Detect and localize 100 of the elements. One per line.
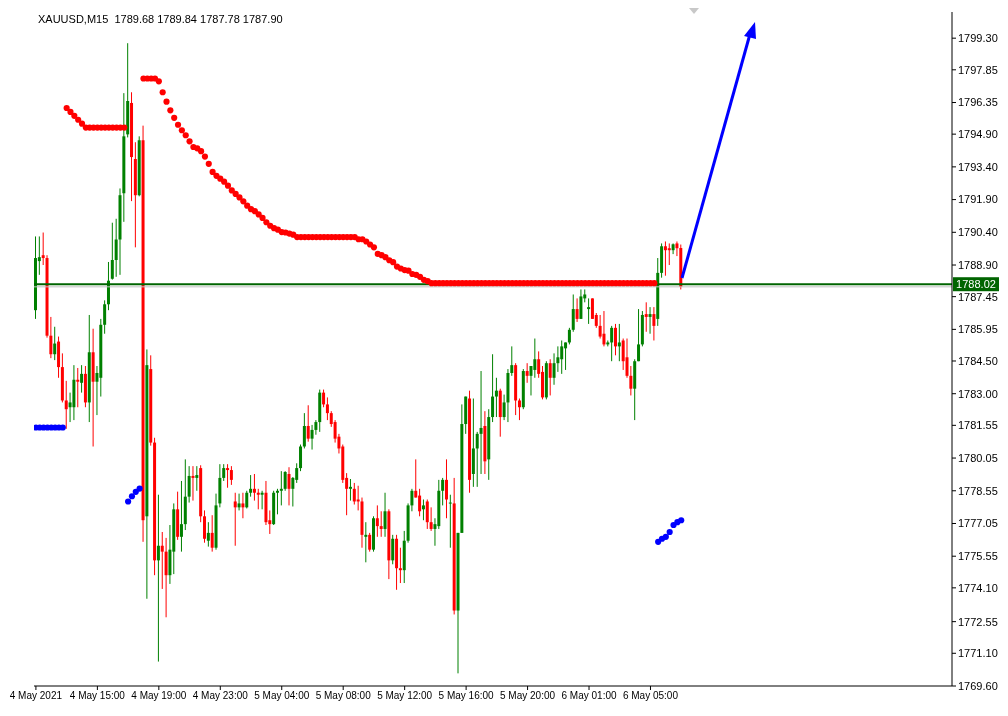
y-tick-label: 1772.55 bbox=[958, 615, 998, 628]
candlestick bbox=[310, 424, 314, 451]
candlestick bbox=[418, 488, 422, 517]
candlestick bbox=[325, 396, 329, 421]
candlestick bbox=[491, 353, 495, 423]
candlestick bbox=[233, 492, 237, 547]
candlestick bbox=[602, 310, 606, 347]
y-tick-label: 1769.60 bbox=[958, 679, 998, 692]
candlestick bbox=[587, 297, 591, 325]
candlestick bbox=[548, 358, 552, 396]
ref-line-label: 1788.02 bbox=[956, 278, 996, 291]
candlestick bbox=[383, 492, 387, 538]
candlestick bbox=[391, 534, 395, 565]
candlestick bbox=[564, 341, 568, 371]
candlestick bbox=[352, 482, 356, 506]
y-tick-label: 1796.35 bbox=[958, 96, 998, 109]
x-tick-label: 4 May 15:00 bbox=[69, 690, 126, 702]
candlestick bbox=[613, 323, 617, 356]
y-tick-label: 1791.90 bbox=[958, 193, 998, 206]
y-tick-label: 1771.10 bbox=[958, 647, 998, 660]
candlestick bbox=[156, 494, 160, 663]
candlestick bbox=[195, 465, 199, 492]
candlestick bbox=[287, 466, 291, 506]
candlestick bbox=[229, 465, 233, 486]
candlestick bbox=[76, 367, 80, 408]
candlestick bbox=[375, 504, 379, 538]
candlestick bbox=[652, 306, 656, 341]
candlestick bbox=[441, 477, 445, 506]
point bbox=[666, 528, 673, 536]
candlestick bbox=[368, 532, 372, 553]
candlestick bbox=[610, 325, 614, 362]
x-tick-label: 5 May 20:00 bbox=[500, 690, 556, 702]
candlestick bbox=[299, 444, 303, 472]
candlestick bbox=[517, 398, 521, 421]
point bbox=[128, 493, 136, 500]
candlestick bbox=[64, 380, 68, 430]
candlestick bbox=[579, 288, 583, 320]
candlestick bbox=[256, 488, 260, 510]
y-tick-label: 1785.95 bbox=[958, 323, 998, 336]
candlestick bbox=[203, 509, 206, 544]
candlestick bbox=[275, 488, 279, 515]
x-tick-label: 4 May 2021 bbox=[9, 690, 63, 702]
candlestick bbox=[210, 514, 214, 553]
x-tick-label: 4 May 23:00 bbox=[192, 690, 249, 702]
candlestick bbox=[667, 242, 671, 266]
candlestick bbox=[249, 474, 253, 498]
point bbox=[678, 517, 685, 524]
candlestick bbox=[302, 412, 306, 449]
candlestick bbox=[617, 323, 621, 362]
y-tick-label: 1799.30 bbox=[958, 32, 998, 45]
candlestick bbox=[671, 242, 675, 255]
candlestick bbox=[444, 458, 448, 519]
candlestick bbox=[494, 377, 498, 418]
point bbox=[136, 485, 143, 492]
candlestick bbox=[206, 521, 210, 548]
y-tick-label: 1797.85 bbox=[958, 63, 998, 76]
candlestick bbox=[575, 297, 579, 323]
y-tick-label: 1793.40 bbox=[958, 160, 998, 173]
candlestick bbox=[283, 470, 287, 492]
x-tick-label: 6 May 01:00 bbox=[561, 690, 617, 702]
point bbox=[125, 498, 132, 505]
y-tick-label: 1778.55 bbox=[958, 484, 998, 497]
candlestick bbox=[164, 537, 168, 618]
candlestick bbox=[421, 499, 425, 521]
candlestick bbox=[644, 301, 648, 333]
candlestick bbox=[348, 478, 352, 502]
candlestick bbox=[279, 470, 283, 506]
x-tick-label: 5 May 12:00 bbox=[377, 690, 433, 702]
candlestick bbox=[398, 547, 402, 584]
y-tick-label: 1790.40 bbox=[958, 226, 998, 239]
point bbox=[662, 533, 669, 540]
candlestick bbox=[448, 494, 452, 549]
x-tick-label: 5 May 16:00 bbox=[438, 690, 495, 702]
candlestick bbox=[80, 364, 84, 394]
candlestick bbox=[53, 326, 57, 361]
y-tick-label: 1787.45 bbox=[958, 290, 998, 303]
candlestick bbox=[571, 293, 575, 333]
candlestick bbox=[260, 490, 264, 510]
candlestick bbox=[533, 338, 537, 379]
y-tick-label: 1775.55 bbox=[958, 550, 998, 563]
x-tick-label: 4 May 19:00 bbox=[131, 690, 187, 702]
candlestick bbox=[425, 499, 429, 530]
candlestick bbox=[648, 306, 652, 335]
candlestick bbox=[191, 465, 195, 502]
candlestick bbox=[252, 473, 256, 502]
candlestick bbox=[226, 463, 230, 489]
candlestick bbox=[110, 222, 114, 281]
candlestick bbox=[241, 492, 245, 519]
y-tick-label: 1783.00 bbox=[958, 387, 998, 400]
x-tick-label: 5 May 08:00 bbox=[315, 690, 372, 702]
candlestick bbox=[379, 510, 383, 538]
candlestick bbox=[479, 370, 483, 475]
candlestick bbox=[364, 521, 368, 563]
y-tick-label: 1777.05 bbox=[958, 517, 998, 530]
candlestick bbox=[237, 493, 241, 511]
candlestick bbox=[103, 299, 107, 335]
x-tick-label: 5 May 04:00 bbox=[254, 690, 310, 702]
candlestick bbox=[560, 339, 564, 375]
y-tick-label: 1774.10 bbox=[958, 581, 998, 594]
y-tick-label: 1788.90 bbox=[958, 258, 998, 271]
